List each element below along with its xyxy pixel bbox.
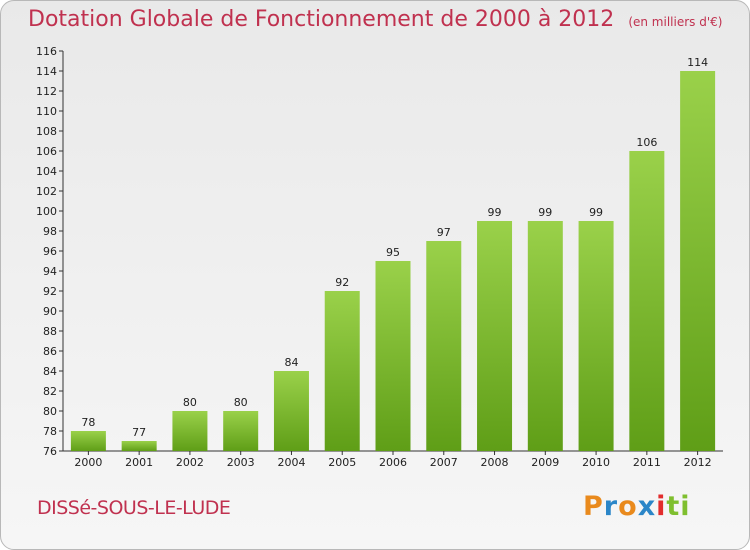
chart-title-text: Dotation Globale de Fonctionnement de 20… bbox=[28, 7, 615, 32]
x-tick-label: 2011 bbox=[633, 456, 661, 469]
logo-letter: ti bbox=[666, 491, 691, 522]
logo-letter: x bbox=[637, 491, 657, 522]
bar-2001 bbox=[121, 441, 157, 451]
x-tick-label: 2008 bbox=[481, 456, 509, 469]
y-tick-label: 92 bbox=[43, 285, 57, 298]
y-tick-label: 96 bbox=[43, 245, 57, 258]
logo-letter: i bbox=[656, 491, 667, 522]
bar-2005 bbox=[324, 291, 360, 451]
axes: 76 78 80 82 84 86 88 90 92 94 96 98 100 102 104 106 108 1… bbox=[36, 45, 723, 469]
y-tick-label: 114 bbox=[36, 65, 57, 78]
bars bbox=[70, 71, 716, 451]
x-tick-label: 2006 bbox=[379, 456, 407, 469]
unit-note: (en milliers d'€) bbox=[628, 15, 723, 29]
data-label: 99 bbox=[488, 206, 502, 219]
x-tick-label: 2000 bbox=[74, 456, 102, 469]
data-label: 77 bbox=[132, 426, 146, 439]
bar-2010 bbox=[578, 221, 614, 451]
chart-title: Dotation Globale de Fonctionnement de 20… bbox=[28, 7, 722, 32]
y-tick-label: 86 bbox=[43, 345, 57, 358]
bar-2012 bbox=[680, 71, 716, 451]
x-tick-label: 2005 bbox=[328, 456, 356, 469]
x-tick-label: 2002 bbox=[176, 456, 204, 469]
data-label: 99 bbox=[538, 206, 552, 219]
commune-name: DISSé-SOUS-LE-LUDE bbox=[37, 497, 231, 519]
data-label: 80 bbox=[183, 396, 197, 409]
y-tick-label: 110 bbox=[36, 105, 57, 118]
y-tick-label: 78 bbox=[43, 425, 57, 438]
x-tick-label: 2004 bbox=[277, 456, 305, 469]
bar-2000 bbox=[70, 431, 106, 451]
bar-2009 bbox=[527, 221, 563, 451]
y-tick-label: 94 bbox=[43, 265, 57, 278]
y-tick-label: 76 bbox=[43, 445, 57, 458]
data-label: 97 bbox=[437, 226, 451, 239]
y-tick-label: 102 bbox=[36, 185, 57, 198]
y-tick-label: 106 bbox=[36, 145, 57, 158]
y-tick-label: 116 bbox=[36, 45, 57, 58]
data-label: 84 bbox=[284, 356, 298, 369]
y-tick-label: 112 bbox=[36, 85, 57, 98]
y-tick-label: 80 bbox=[43, 405, 57, 418]
data-label: 99 bbox=[589, 206, 603, 219]
x-tick-label: 2001 bbox=[125, 456, 153, 469]
x-tick-label: 2009 bbox=[531, 456, 559, 469]
y-tick-label: 84 bbox=[43, 365, 57, 378]
y-tick-label: 104 bbox=[36, 165, 57, 178]
value-labels: 78 77 80 80 84 92 95 97 99 99 99 106 114 bbox=[81, 56, 708, 439]
proxiti-logo: Proxiti bbox=[583, 491, 691, 522]
bar-2002 bbox=[172, 411, 208, 451]
data-label: 114 bbox=[687, 56, 708, 69]
data-label: 95 bbox=[386, 246, 400, 259]
logo-letter: r bbox=[603, 491, 619, 522]
x-tick-label: 2003 bbox=[227, 456, 255, 469]
x-tick-label: 2007 bbox=[430, 456, 458, 469]
logo-letter: P bbox=[583, 491, 604, 522]
y-tick-label: 88 bbox=[43, 325, 57, 338]
data-label: 80 bbox=[234, 396, 248, 409]
logo-letter: o bbox=[618, 491, 638, 522]
bar-2003 bbox=[223, 411, 259, 451]
bar-2011 bbox=[629, 151, 665, 451]
y-tick-label: 82 bbox=[43, 385, 57, 398]
y-tick-label: 100 bbox=[36, 205, 57, 218]
y-tick-label: 108 bbox=[36, 125, 57, 138]
bar-2007 bbox=[426, 241, 462, 451]
data-label: 78 bbox=[81, 416, 95, 429]
bar-2006 bbox=[375, 261, 411, 451]
y-tick-label: 98 bbox=[43, 225, 57, 238]
x-tick-label: 2010 bbox=[582, 456, 610, 469]
data-label: 92 bbox=[335, 276, 349, 289]
bar-2008 bbox=[477, 221, 513, 451]
data-label: 106 bbox=[636, 136, 657, 149]
x-tick-label: 2012 bbox=[684, 456, 712, 469]
y-tick-label: 90 bbox=[43, 305, 57, 318]
bar-2004 bbox=[273, 371, 309, 451]
